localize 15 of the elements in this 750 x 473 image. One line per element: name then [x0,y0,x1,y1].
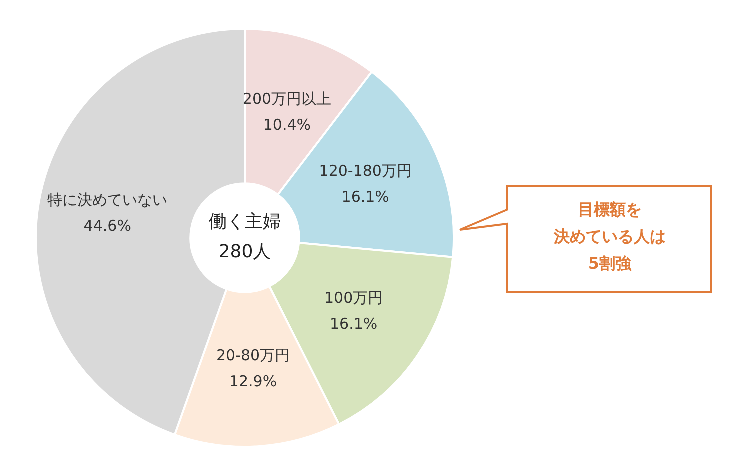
data-label: 16.1% [342,188,390,206]
slice-label: 特に決めていない [48,191,168,210]
data-label: 16.1% [330,315,378,334]
data-label: 10.4% [263,116,312,134]
slice-label: 120-180万円 [319,162,412,180]
text: 5割強 [587,253,633,275]
text: 決めている人は [553,226,667,248]
text: 280人 [218,242,272,263]
slice-label: 100万円 [324,289,384,308]
text: 働く主婦 [209,212,281,233]
text: 目標額を [577,199,643,221]
slice-label: 200万円以上 [242,90,332,108]
slice-label: 20-80万円 [216,346,290,364]
data-label: 12.9% [229,372,278,390]
data-label: 44.6% [84,217,132,236]
